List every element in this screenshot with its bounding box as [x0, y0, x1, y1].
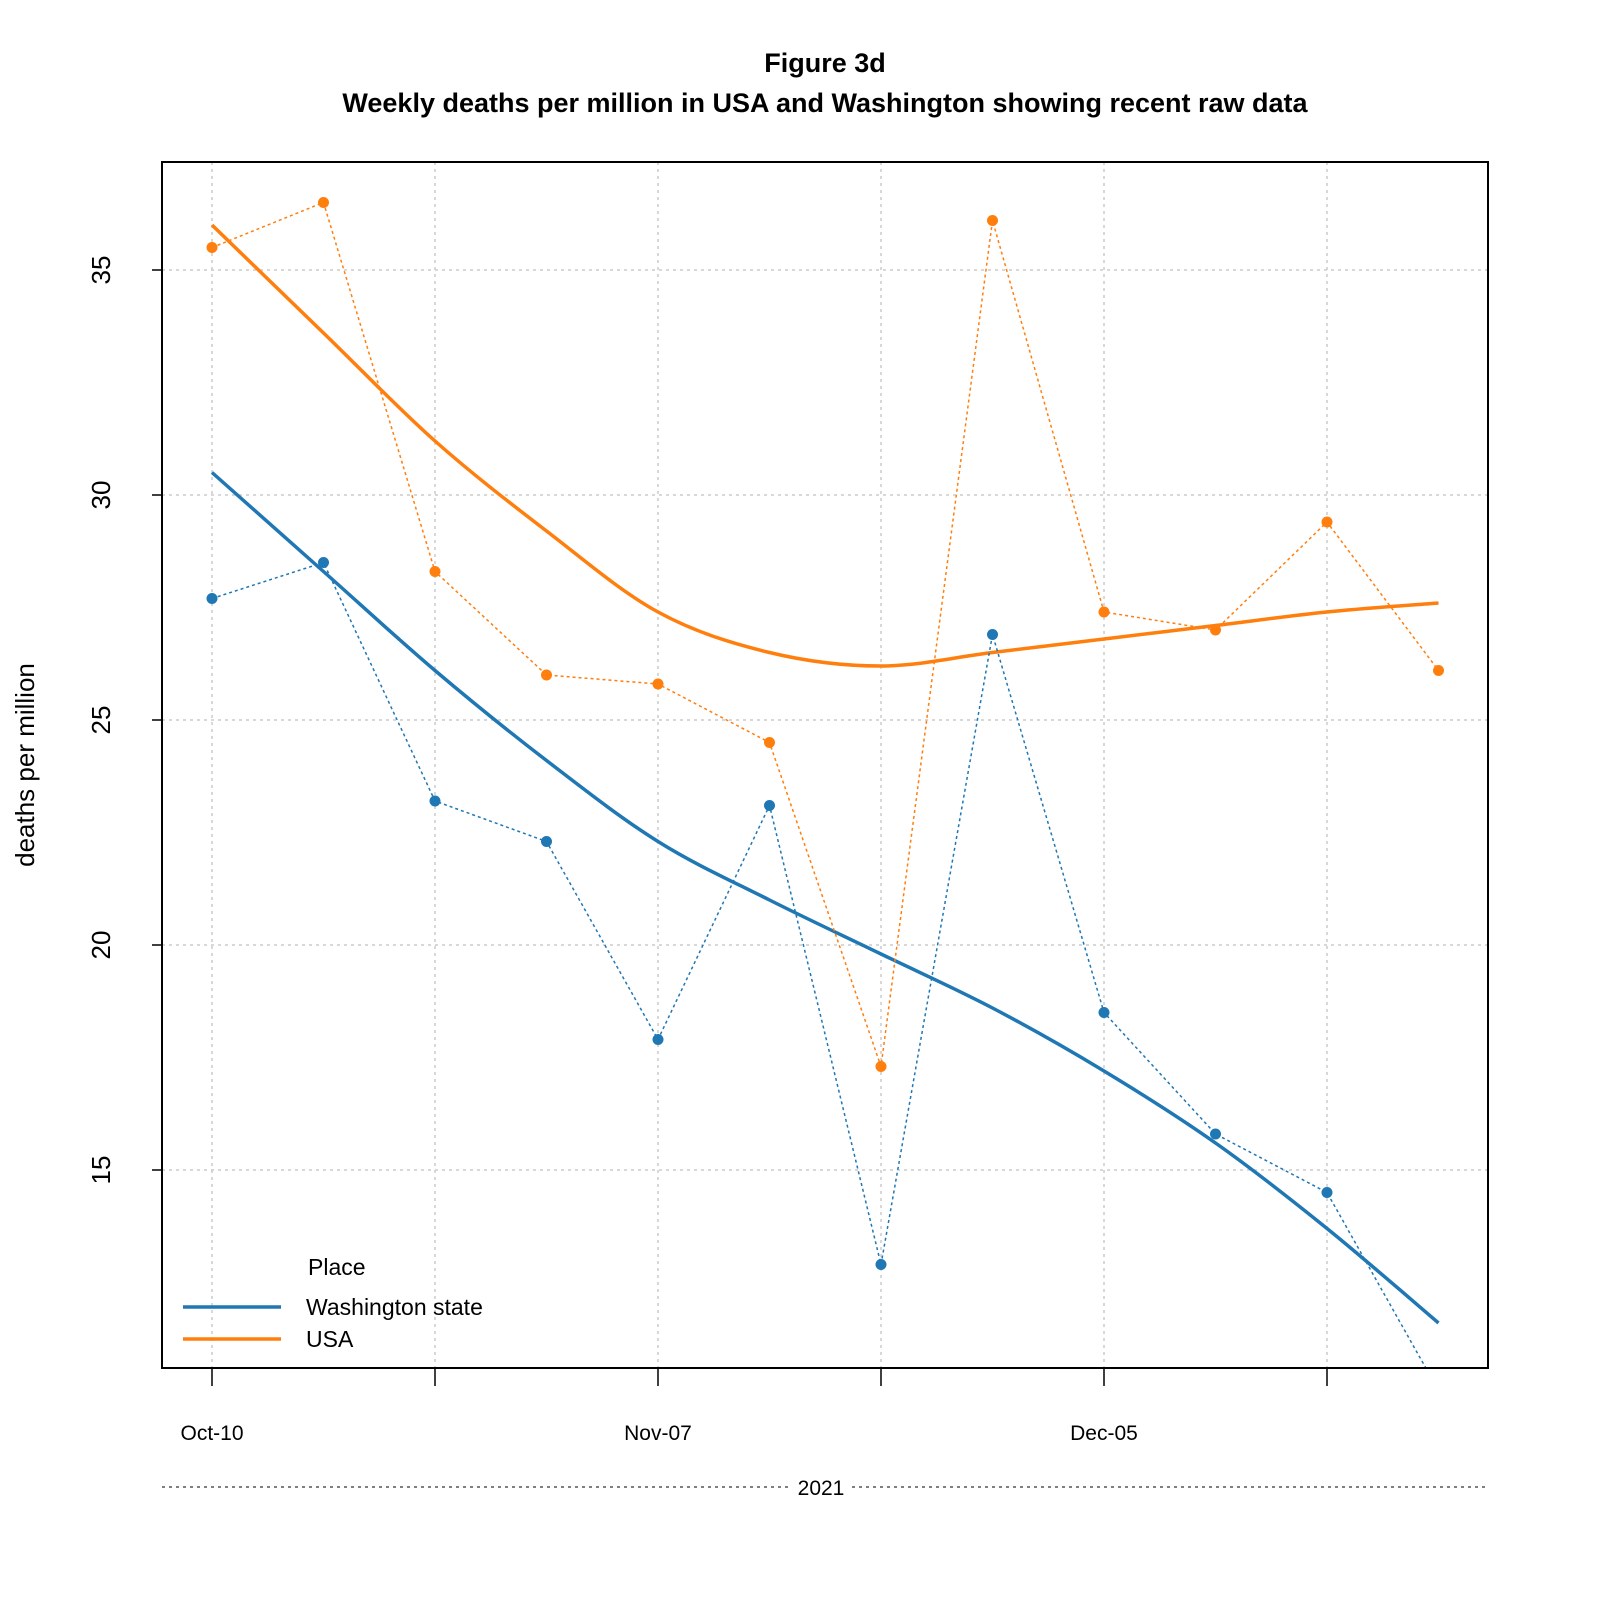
- data-point-washington: [1321, 1187, 1333, 1198]
- data-point-usa: [1210, 624, 1221, 636]
- legend-entry-washington: Washington state: [306, 1294, 483, 1320]
- data-point-washington: [206, 593, 218, 604]
- smooth-line-washington: [210, 471, 1440, 1325]
- data-point-usa: [541, 669, 552, 681]
- data-point-usa: [1098, 606, 1110, 618]
- data-point-usa: [206, 242, 218, 253]
- data-point-usa: [764, 737, 775, 748]
- data-point-washington: [764, 800, 775, 811]
- x-axis: Oct-10 Nov-07 Dec-05: [180, 1368, 1328, 1445]
- data-point-usa: [652, 678, 664, 690]
- data-point-usa: [875, 1061, 887, 1072]
- y-tick-label: 30: [86, 481, 116, 510]
- y-axis: 15 20 25 30 35: [86, 256, 162, 1185]
- grid: [162, 162, 1488, 1368]
- data-point-washington: [1098, 1007, 1110, 1018]
- y-tick-label: 35: [86, 256, 116, 285]
- smooth-line-usa: [210, 223, 1439, 668]
- raw-line-washington: [211, 561, 1427, 1368]
- legend-title: Place: [308, 1254, 366, 1280]
- data-points: [206, 197, 1444, 1396]
- data-point-usa: [987, 215, 998, 226]
- raw-lines: [211, 201, 1440, 1368]
- y-tick-label: 20: [86, 931, 116, 960]
- data-point-washington: [1433, 1385, 1444, 1396]
- data-point-washington: [541, 836, 552, 847]
- y-axis-label: deaths per million: [10, 663, 40, 867]
- data-point-usa: [429, 566, 441, 577]
- smooth-lines: [210, 223, 1440, 1325]
- data-point-washington: [987, 629, 998, 640]
- data-point-usa: [1433, 665, 1444, 676]
- data-point-usa: [318, 197, 329, 208]
- data-point-washington: [429, 795, 441, 807]
- year-label: 2021: [798, 1477, 845, 1500]
- y-tick-label: 25: [86, 706, 116, 735]
- legend: Place Washington state USA: [183, 1254, 483, 1352]
- data-point-washington: [1210, 1128, 1221, 1140]
- data-point-washington: [875, 1259, 887, 1270]
- x-tick-label: Dec-05: [1070, 1422, 1138, 1445]
- data-point-washington: [652, 1034, 664, 1045]
- plot-frame: [161, 161, 1489, 1369]
- legend-entry-usa: USA: [306, 1326, 354, 1352]
- chart-subtitle: Weekly deaths per million in USA and Was…: [342, 88, 1308, 118]
- x-tick-label: Oct-10: [180, 1422, 243, 1445]
- data-point-washington: [318, 557, 329, 568]
- chart-title: Figure 3d: [764, 48, 886, 78]
- data-point-usa: [1321, 516, 1333, 528]
- x-tick-label: Nov-07: [624, 1422, 692, 1445]
- y-tick-label: 15: [86, 1156, 116, 1185]
